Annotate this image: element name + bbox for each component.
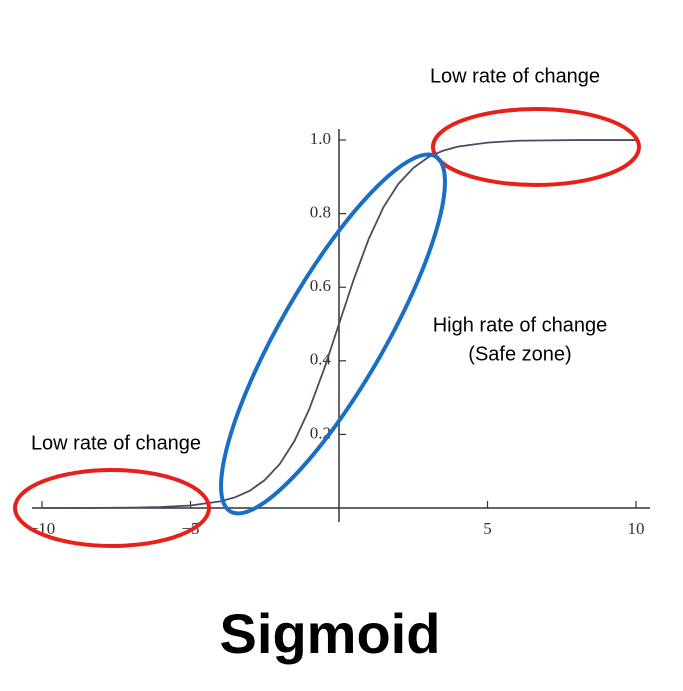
annotation: High rate of change bbox=[433, 314, 608, 336]
chart-title: Sigmoid bbox=[220, 602, 441, 665]
y-tick-label: 0.8 bbox=[310, 203, 331, 222]
highlight-ellipse bbox=[431, 107, 641, 187]
annotation: (Safe zone) bbox=[468, 343, 571, 365]
annotation: Low rate of change bbox=[31, 432, 201, 454]
line-series bbox=[41, 139, 636, 509]
highlight-ellipse bbox=[13, 468, 211, 548]
x-tick-label: 10 bbox=[628, 519, 645, 538]
annotation: Low rate of change bbox=[430, 65, 600, 87]
y-tick-label: 1.0 bbox=[310, 129, 331, 148]
x-tick-label: 5 bbox=[483, 519, 492, 538]
highlight-ellipse bbox=[219, 152, 447, 516]
y-tick-label: 0.6 bbox=[310, 276, 331, 295]
